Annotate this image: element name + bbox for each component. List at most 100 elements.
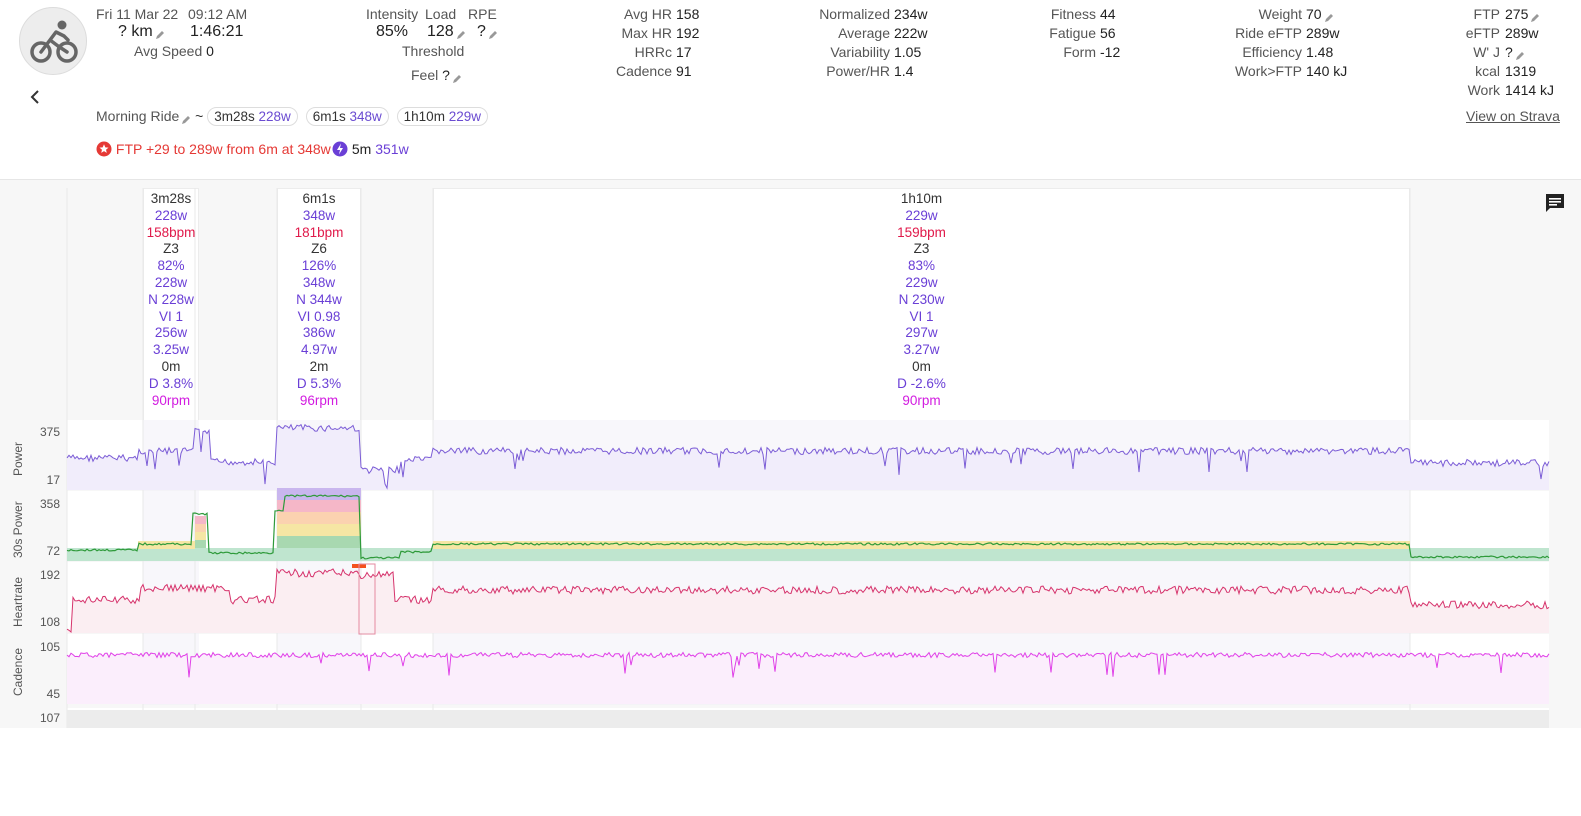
- edit-icon[interactable]: [452, 71, 462, 84]
- max-hr-value: 192: [676, 25, 700, 41]
- feel-field[interactable]: Feel ?: [411, 67, 462, 84]
- ftp-alert-text: FTP +29 to 289w from 6m at 348w: [115, 141, 331, 157]
- back-button[interactable]: [24, 86, 46, 108]
- interval-cadence: 90rpm: [902, 392, 941, 408]
- interval-box[interactable]: 1h10m 229w 159bpm Z3 83% 229w N 230w VI …: [433, 188, 1410, 420]
- interval-chip[interactable]: 3m28s 228w: [207, 107, 298, 126]
- power30-zone-band: [195, 532, 206, 540]
- interval-np: N 228w: [148, 291, 194, 307]
- comment-button[interactable]: [1544, 192, 1566, 214]
- power30-zone-band: [195, 516, 206, 524]
- ride-name-separator: ~: [195, 108, 204, 124]
- heartrate-min-tick: 108: [39, 615, 60, 629]
- cadence-line: [66, 651, 1550, 678]
- average-label: Average: [838, 25, 890, 41]
- ftp-alert: FTP +29 to 289w from 6m at 348w: [96, 141, 331, 157]
- fatigue-label: Fatigue: [1049, 25, 1096, 41]
- interval-chip[interactable]: 1h10m 229w: [396, 107, 488, 126]
- interval-wkg: 3.25w: [152, 342, 190, 358]
- hrrc-label: HRRc: [634, 44, 672, 60]
- duration-value: 1:46:21: [190, 23, 244, 40]
- power30-zone-band: [277, 488, 361, 500]
- interval-vi: VI 1: [909, 308, 934, 324]
- threshold-label: Threshold: [402, 43, 465, 59]
- edit-icon[interactable]: [1515, 48, 1525, 61]
- interval-avg-power: 228w: [154, 207, 188, 223]
- heartrate-line: [66, 567, 1550, 634]
- interval-zone: Z3: [913, 241, 930, 257]
- activity-charts: 3m28s 228w 158bpm Z3 82% 228w N 228w VI …: [0, 180, 1581, 728]
- chevron-left-icon: [30, 90, 39, 104]
- normalized-value: 234w: [894, 6, 928, 22]
- interval-avg-power: 229w: [905, 207, 938, 223]
- cadence-value: 91: [676, 63, 692, 79]
- edit-icon[interactable]: [181, 112, 191, 125]
- interval-cadence: 90rpm: [151, 392, 191, 408]
- ride-eftp-value: 289w: [1306, 25, 1340, 41]
- interval-zone: Z6: [311, 241, 327, 257]
- interval-decoupling: D -2.6%: [897, 375, 946, 391]
- interval-vi: VI 1: [158, 308, 183, 324]
- interval-box[interactable]: 6m1s 348w 181bpm Z6 126% 348w N 344w VI …: [277, 188, 361, 420]
- interval-time-above: 2m: [309, 358, 329, 374]
- interval-duration: 3m28s: [150, 191, 192, 206]
- interval-hr: 159bpm: [897, 224, 946, 240]
- efficiency-value: 1.48: [1306, 44, 1334, 60]
- cadence-axis-label: Cadence: [11, 647, 25, 696]
- interval-pct-ftp: 126%: [301, 258, 337, 274]
- interval-np: N 344w: [296, 291, 342, 307]
- hrrc-value: 17: [676, 44, 692, 60]
- fitness-label: Fitness: [1050, 6, 1096, 22]
- eftp-label: eFTP: [1465, 25, 1500, 41]
- variability-value: 1.05: [894, 44, 922, 60]
- streams-chart[interactable]: [0, 180, 1581, 728]
- interval-wkg: 4.97w: [300, 342, 338, 358]
- power-area: [67, 424, 1549, 490]
- comment-icon: [1546, 194, 1564, 212]
- edit-icon[interactable]: [456, 27, 466, 39]
- ride-name[interactable]: Morning Ride: [96, 108, 180, 124]
- kcal-label: kcal: [1475, 63, 1500, 79]
- edit-icon[interactable]: [488, 27, 498, 39]
- peak-power: 5m 351w: [332, 141, 409, 157]
- wprime-value[interactable]: ?: [1505, 44, 1525, 61]
- activity-time: 09:12 AM: [188, 6, 248, 22]
- hr-selection: [358, 563, 376, 635]
- distance-value[interactable]: ? km: [118, 23, 165, 41]
- edit-icon[interactable]: [1324, 10, 1334, 23]
- lightning-icon: [332, 141, 348, 157]
- ride-name-row: Morning Ride ~ 3m28s 228w 6m1s 348w 1h10…: [96, 107, 492, 126]
- heartrate-axis-label: Heartrate: [11, 576, 25, 627]
- power-hr-label: Power/HR: [826, 63, 890, 79]
- edit-icon[interactable]: [1530, 10, 1540, 23]
- power-max-tick: 375: [39, 425, 60, 439]
- interval-np: N 230w: [898, 291, 945, 307]
- avg-hr-label: Avg HR: [624, 6, 672, 22]
- power30-zone-band: [277, 500, 361, 512]
- work-value: 1414 kJ: [1505, 82, 1555, 98]
- form-value: -12: [1100, 44, 1121, 60]
- heartrate-area: [67, 569, 1549, 633]
- heartrate-max-tick: 192: [39, 568, 60, 582]
- load-value[interactable]: 128: [427, 23, 466, 41]
- edit-icon[interactable]: [155, 27, 165, 39]
- cadence-max-tick: 105: [39, 640, 60, 654]
- interval-box[interactable]: 3m28s 228w 158bpm Z3 82% 228w N 228w VI …: [143, 188, 199, 420]
- power30-zone-band: [277, 536, 361, 548]
- view-on-strava-link[interactable]: View on Strava: [1466, 108, 1560, 124]
- power30-max-tick: 358: [39, 497, 60, 511]
- interval-duration: 6m1s: [302, 191, 336, 206]
- weight-label: Weight: [1258, 6, 1302, 22]
- interval-avg-power: 348w: [302, 207, 336, 223]
- interval-chip[interactable]: 6m1s 348w: [305, 107, 389, 126]
- power30-zone-band: [277, 524, 361, 536]
- fitness-value: 44: [1100, 6, 1116, 22]
- fatigue-value: 56: [1100, 25, 1116, 41]
- altitude-max-tick: 107: [39, 711, 60, 725]
- interval-decoupling: D 5.3%: [296, 375, 342, 391]
- weight-value[interactable]: 70: [1306, 6, 1334, 23]
- interval-max-power: 256w: [154, 325, 188, 341]
- power30-zone-band: [195, 524, 206, 532]
- ftp-value[interactable]: 275: [1505, 6, 1540, 23]
- rpe-value[interactable]: ?: [477, 23, 498, 41]
